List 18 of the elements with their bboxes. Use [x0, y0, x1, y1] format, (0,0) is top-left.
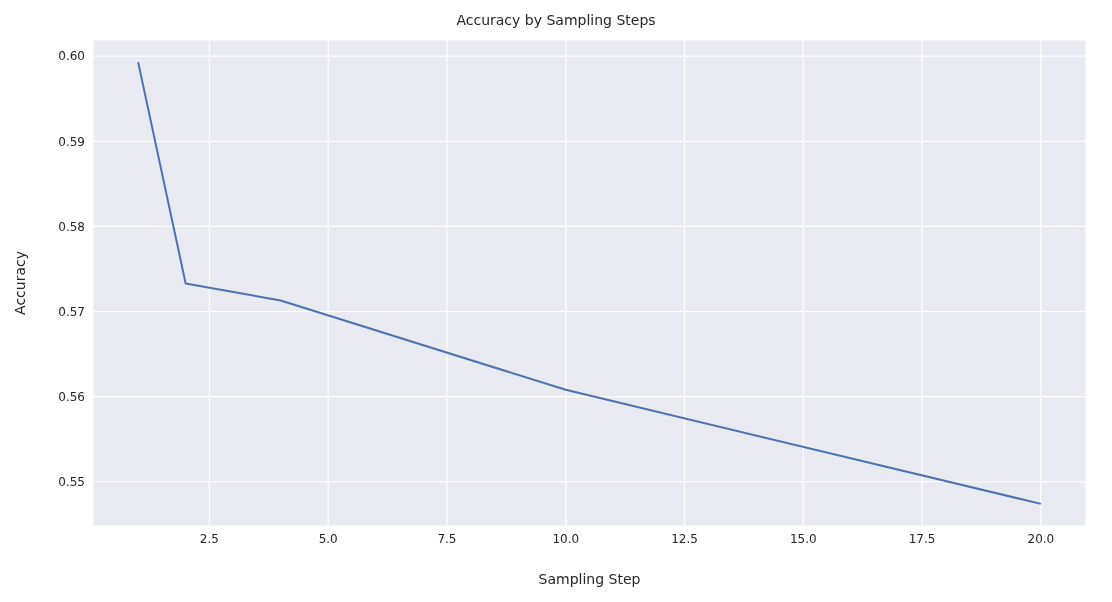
y-tick-label: 0.56	[58, 389, 85, 404]
x-tick-label: 20.0	[1027, 531, 1055, 546]
y-axis-title: Accuracy	[11, 251, 28, 315]
y-tick-label: 0.60	[58, 49, 85, 64]
x-tick-label: 7.5	[437, 531, 457, 546]
x-tick-label: 12.5	[671, 531, 698, 546]
x-tick-label: 5.0	[318, 531, 338, 546]
chart-title: Accuracy by Sampling Steps	[455, 11, 657, 30]
y-tick-label: 0.58	[58, 219, 85, 234]
x-tick-label: 2.5	[199, 531, 219, 546]
x-tick-label: 10.0	[552, 531, 580, 546]
line-series	[137, 61, 1042, 505]
x-tick-label: 17.5	[908, 531, 936, 546]
y-tick-label: 0.59	[58, 134, 85, 149]
y-tick-label: 0.55	[58, 475, 85, 489]
x-axis-title: Sampling Step	[538, 571, 641, 587]
x-tick-label: 15.0	[789, 531, 817, 546]
y-tick-label: 0.57	[58, 304, 85, 319]
